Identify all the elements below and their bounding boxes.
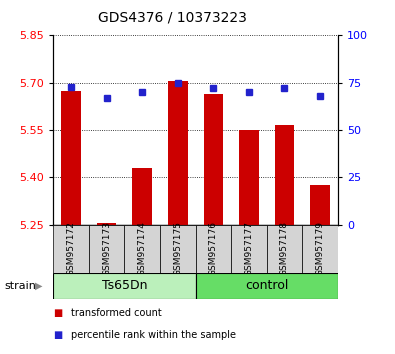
Bar — [124, 225, 160, 273]
Text: GSM957172: GSM957172 — [67, 221, 75, 276]
Text: percentile rank within the sample: percentile rank within the sample — [71, 330, 236, 339]
Bar — [196, 225, 231, 273]
Text: GSM957177: GSM957177 — [245, 221, 253, 276]
Bar — [239, 130, 259, 225]
Bar — [97, 223, 117, 225]
Text: GDS4376 / 10373223: GDS4376 / 10373223 — [98, 11, 247, 25]
Text: GSM957175: GSM957175 — [173, 221, 182, 276]
Bar — [53, 225, 89, 273]
Text: control: control — [245, 279, 288, 292]
Text: GSM957174: GSM957174 — [138, 221, 147, 276]
Bar — [310, 185, 330, 225]
Text: Ts65Dn: Ts65Dn — [102, 279, 147, 292]
Bar — [168, 81, 188, 225]
Text: ■: ■ — [53, 330, 62, 339]
Text: GSM957173: GSM957173 — [102, 221, 111, 276]
Bar — [53, 273, 196, 299]
Text: ▶: ▶ — [35, 281, 42, 291]
Bar — [203, 94, 223, 225]
Bar — [302, 225, 338, 273]
Bar — [160, 225, 196, 273]
Bar — [196, 273, 338, 299]
Bar — [132, 168, 152, 225]
Bar — [231, 225, 267, 273]
Text: GSM957178: GSM957178 — [280, 221, 289, 276]
Text: GSM957179: GSM957179 — [316, 221, 324, 276]
Bar — [275, 125, 294, 225]
Bar — [89, 225, 124, 273]
Text: strain: strain — [4, 281, 36, 291]
Text: GSM957176: GSM957176 — [209, 221, 218, 276]
Text: ■: ■ — [53, 308, 62, 318]
Bar — [267, 225, 302, 273]
Bar — [61, 91, 81, 225]
Text: transformed count: transformed count — [71, 308, 162, 318]
